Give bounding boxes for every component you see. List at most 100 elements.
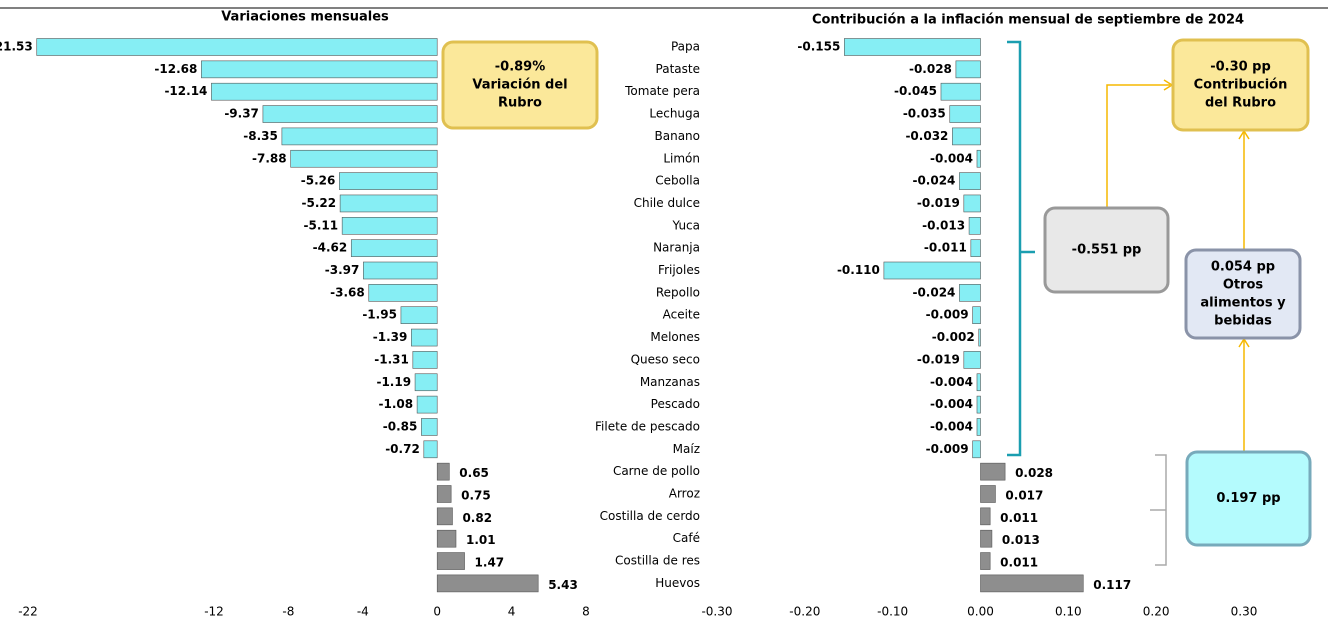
category-label: Cebolla xyxy=(655,174,700,188)
value-label: -5.22 xyxy=(302,196,337,210)
category-label: Pataste xyxy=(656,62,700,76)
category-label: Tomate pera xyxy=(624,84,700,98)
value-label: 1.01 xyxy=(466,533,496,547)
bar xyxy=(368,284,438,302)
category-label: Café xyxy=(673,531,700,545)
x-tick-label: -22 xyxy=(18,605,38,619)
bar xyxy=(972,440,981,459)
value-label: -1.31 xyxy=(374,352,409,366)
chart-title: Variaciones mensuales xyxy=(221,10,389,25)
category-label: Melones xyxy=(650,330,700,344)
bar xyxy=(414,373,438,392)
bar xyxy=(436,552,465,570)
category-label: Queso seco xyxy=(631,352,700,366)
bar xyxy=(963,194,981,213)
value-label: -1.95 xyxy=(362,308,397,322)
bar xyxy=(970,239,981,257)
callout-box xyxy=(441,40,599,130)
x-tick-label: -4 xyxy=(357,605,369,619)
bar xyxy=(978,328,981,347)
category-label: Filete de pescado xyxy=(595,419,700,433)
value-label: -9.37 xyxy=(224,107,259,121)
bar xyxy=(416,395,438,414)
bar xyxy=(262,105,438,123)
x-tick-label: -12 xyxy=(204,605,224,619)
connectors xyxy=(1007,40,1250,566)
value-label: 0.117 xyxy=(1093,578,1131,592)
category-label: Yuca xyxy=(671,218,700,232)
bar xyxy=(436,529,457,548)
bar xyxy=(436,462,450,481)
value-label: -0.72 xyxy=(385,442,420,456)
callout-text: -0.551 pp xyxy=(1072,243,1142,258)
x-tick-label: -0.30 xyxy=(701,605,732,619)
value-label: -0.045 xyxy=(894,84,937,98)
bar xyxy=(980,507,991,526)
value-label: -1.08 xyxy=(379,397,414,411)
value-label: 0.011 xyxy=(1000,511,1038,525)
bar xyxy=(36,38,438,56)
bar xyxy=(976,149,981,168)
bar xyxy=(976,418,981,436)
value-label: -3.68 xyxy=(330,285,365,299)
bar xyxy=(411,328,438,347)
value-label: -0.011 xyxy=(924,241,967,255)
category-label: Papa xyxy=(671,40,700,54)
value-label: 0.011 xyxy=(1000,556,1038,570)
value-label: -12.68 xyxy=(154,62,197,76)
bar xyxy=(844,38,981,56)
callout-text: -0.89% xyxy=(495,60,546,75)
callout-text: 0.054 pp xyxy=(1211,260,1275,275)
callout-text: alimentos y xyxy=(1200,296,1286,311)
category-label: Repollo xyxy=(656,285,700,299)
bar xyxy=(412,351,438,369)
category-label: Lechuga xyxy=(649,107,700,121)
bar xyxy=(955,60,981,79)
x-tick-label: 0.20 xyxy=(1143,605,1170,619)
bar xyxy=(363,261,438,280)
bar xyxy=(980,485,996,503)
value-label: 0.82 xyxy=(462,511,492,525)
value-label: -0.013 xyxy=(922,218,965,232)
callout-text: 0.197 pp xyxy=(1216,491,1280,506)
value-label: -0.028 xyxy=(909,62,952,76)
callout-text: Rubro xyxy=(498,96,542,111)
bar xyxy=(421,418,438,436)
bracket xyxy=(1150,454,1167,566)
bracket xyxy=(1007,40,1035,457)
arrow xyxy=(1106,84,1170,208)
bar xyxy=(980,552,991,570)
x-tick-label: -8 xyxy=(282,605,294,619)
bar xyxy=(350,239,438,257)
x-tick-label: 0.00 xyxy=(967,605,994,619)
x-tick-label: 0.10 xyxy=(1055,605,1082,619)
bar xyxy=(976,395,981,414)
category-label: Huevos xyxy=(655,576,700,590)
callout-box xyxy=(1171,38,1310,132)
value-label: -0.155 xyxy=(797,40,840,54)
bar xyxy=(959,172,981,190)
value-label: 5.43 xyxy=(548,578,578,592)
callout-box xyxy=(1043,206,1170,294)
bar xyxy=(341,217,438,235)
value-label: -0.009 xyxy=(926,308,969,322)
value-label: -1.39 xyxy=(373,330,408,344)
category-label: Aceite xyxy=(663,308,700,322)
value-label: -12.14 xyxy=(164,84,207,98)
bar xyxy=(980,529,993,548)
value-label: -0.032 xyxy=(905,129,948,143)
bar xyxy=(959,284,981,302)
bar xyxy=(976,373,981,392)
bar xyxy=(290,149,438,168)
callout-box xyxy=(1184,248,1302,340)
callout-text: bebidas xyxy=(1214,314,1272,329)
bar xyxy=(436,574,539,593)
x-tick-label: -0.10 xyxy=(877,605,908,619)
bar xyxy=(339,172,438,190)
value-label: -5.26 xyxy=(301,174,336,188)
value-label: -0.024 xyxy=(912,174,955,188)
value-label: -0.035 xyxy=(903,107,946,121)
value-label: -21.53 xyxy=(0,40,33,54)
bar xyxy=(940,82,981,101)
